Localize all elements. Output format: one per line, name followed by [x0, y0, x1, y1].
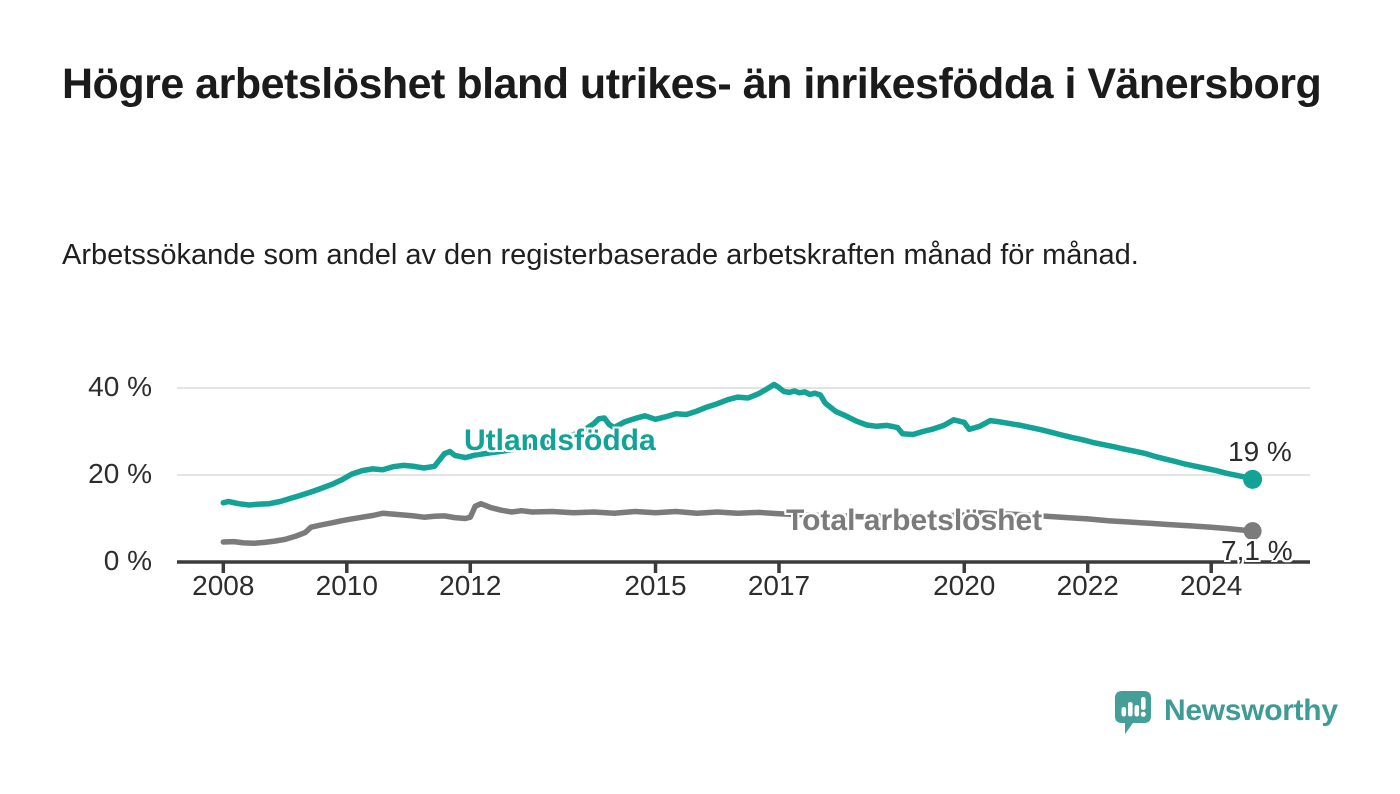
newsworthy-logo: Newsworthy [1114, 690, 1338, 738]
series-line-utlandsfodda [220, 381, 1256, 508]
x-axis-ticks [221, 562, 1213, 573]
y-tick-label: 0 % [103, 545, 152, 576]
series-label-total-arbetsloshet: Total arbetslöshet [786, 504, 1043, 537]
gridlines [177, 387, 1310, 476]
x-tick-label: 2022 [1056, 570, 1119, 601]
x-tick-label: 2012 [439, 570, 502, 601]
y-tick-label: 20 % [88, 458, 152, 489]
x-tick-label: 2024 [1180, 570, 1243, 601]
y-tick-label: 40 % [88, 371, 152, 402]
speech-bubble-bar-chart-icon [1115, 691, 1151, 734]
series-end-dot-utlandsfodda [1243, 469, 1263, 489]
series-label-utlandsfodda: Utlandsfödda [464, 424, 656, 457]
series-end-dot-total [1243, 522, 1262, 541]
x-tick-label: 2017 [747, 570, 811, 601]
chart-title: Högre arbetslöshet bland utrikes- än inr… [62, 60, 1322, 108]
chart-subtitle: Arbetssökande som andel av den registerb… [62, 239, 1139, 271]
x-tick-label: 2020 [933, 570, 996, 601]
x-tick-label: 2015 [624, 570, 687, 601]
end-value-label-utlandsfodda: 19 % [1228, 436, 1292, 467]
end-value-label-total: 7,1 % [1221, 535, 1293, 566]
series-line-total-arbetsloshet [220, 500, 1256, 547]
logo-wordmark: Newsworthy [1164, 694, 1338, 727]
x-tick-label: 2010 [315, 570, 378, 601]
x-tick-label: 2008 [192, 570, 255, 601]
